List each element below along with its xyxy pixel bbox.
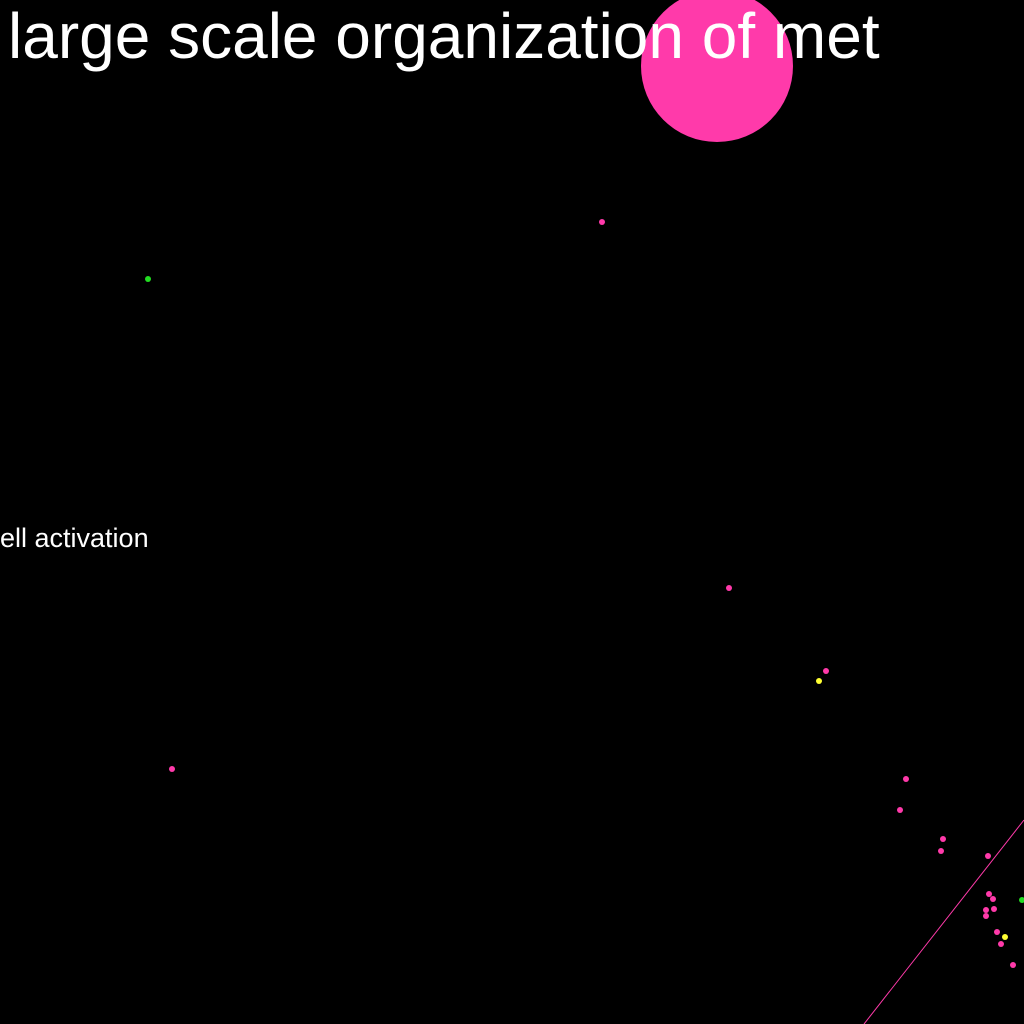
node-pink[interactable] xyxy=(726,585,732,591)
node-pink[interactable] xyxy=(599,219,605,225)
node-yellow[interactable] xyxy=(816,678,822,684)
node-pink[interactable] xyxy=(990,896,996,902)
node-pink[interactable] xyxy=(983,913,989,919)
node-pink[interactable] xyxy=(985,853,991,859)
node-pink[interactable] xyxy=(994,929,1000,935)
title-label: large scale organization of met xyxy=(8,0,880,72)
node-yellow[interactable] xyxy=(1002,934,1008,940)
node-pink[interactable] xyxy=(823,668,829,674)
node-green[interactable] xyxy=(145,276,151,282)
node-pink[interactable] xyxy=(938,848,944,854)
node-label: ell activation xyxy=(0,523,149,553)
node-pink[interactable] xyxy=(903,776,909,782)
edge-line xyxy=(863,819,1024,1024)
node-pink[interactable] xyxy=(897,807,903,813)
node-pink[interactable] xyxy=(991,906,997,912)
node-pink[interactable] xyxy=(940,836,946,842)
node-pink[interactable] xyxy=(983,907,989,913)
node-pink[interactable] xyxy=(998,941,1004,947)
node-pink[interactable] xyxy=(1010,962,1016,968)
hub-node[interactable] xyxy=(641,0,793,142)
node-green[interactable] xyxy=(1019,897,1024,903)
node-pink[interactable] xyxy=(986,891,992,897)
node-pink[interactable] xyxy=(169,766,175,772)
